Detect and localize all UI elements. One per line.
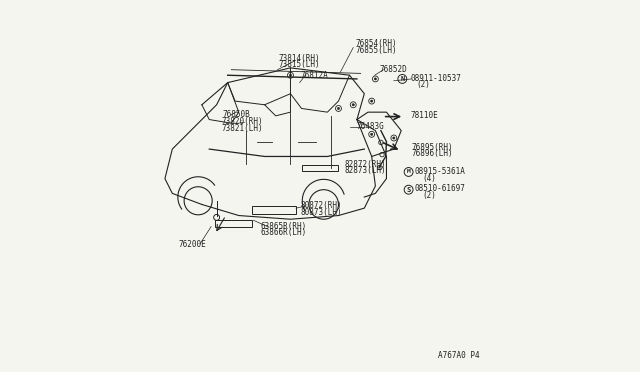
Text: 73814(RH): 73814(RH) (278, 54, 320, 63)
Text: 73821(LH): 73821(LH) (221, 124, 262, 132)
Bar (252, 206, 296, 214)
Text: 76895(RH): 76895(RH) (412, 143, 453, 152)
Text: 08915-5361A: 08915-5361A (415, 167, 466, 176)
Text: 76850B: 76850B (222, 110, 250, 119)
Bar (301, 164, 339, 171)
Bar (215, 220, 252, 227)
Text: 78110E: 78110E (410, 111, 438, 121)
Text: 76854(RH): 76854(RH) (355, 39, 397, 48)
Text: 82872(RH): 82872(RH) (345, 160, 387, 169)
Circle shape (337, 108, 340, 110)
Text: 76200E: 76200E (179, 240, 207, 249)
Text: N: N (400, 76, 404, 82)
Circle shape (352, 104, 355, 106)
Circle shape (371, 133, 372, 135)
Circle shape (393, 137, 395, 139)
Text: 76852D: 76852D (379, 65, 407, 74)
Circle shape (374, 78, 376, 80)
Text: 76896(LH): 76896(LH) (412, 149, 453, 158)
Text: 08911-10537: 08911-10537 (410, 74, 461, 83)
Text: 76812A: 76812A (300, 71, 328, 80)
Circle shape (371, 100, 372, 102)
Text: 80872(RH): 80872(RH) (301, 201, 342, 211)
Text: (2): (2) (417, 80, 431, 89)
Text: 08510-61697: 08510-61697 (415, 185, 466, 193)
Text: A767A0 P4: A767A0 P4 (438, 350, 480, 359)
Text: 80873(LH): 80873(LH) (301, 208, 342, 217)
Text: 76483G: 76483G (356, 122, 384, 131)
Text: 82873(LH): 82873(LH) (345, 166, 387, 175)
Text: 63866R(LH): 63866R(LH) (261, 228, 307, 237)
Text: S: S (406, 187, 411, 193)
Circle shape (289, 74, 292, 76)
Text: 73815(LH): 73815(LH) (278, 60, 320, 70)
Text: (2): (2) (422, 191, 436, 200)
Text: 76855(LH): 76855(LH) (355, 46, 397, 55)
Text: M: M (407, 170, 410, 174)
Text: 73820(RH): 73820(RH) (221, 117, 262, 126)
Text: (4): (4) (422, 174, 436, 183)
Text: 63865R(RH): 63865R(RH) (261, 222, 307, 231)
